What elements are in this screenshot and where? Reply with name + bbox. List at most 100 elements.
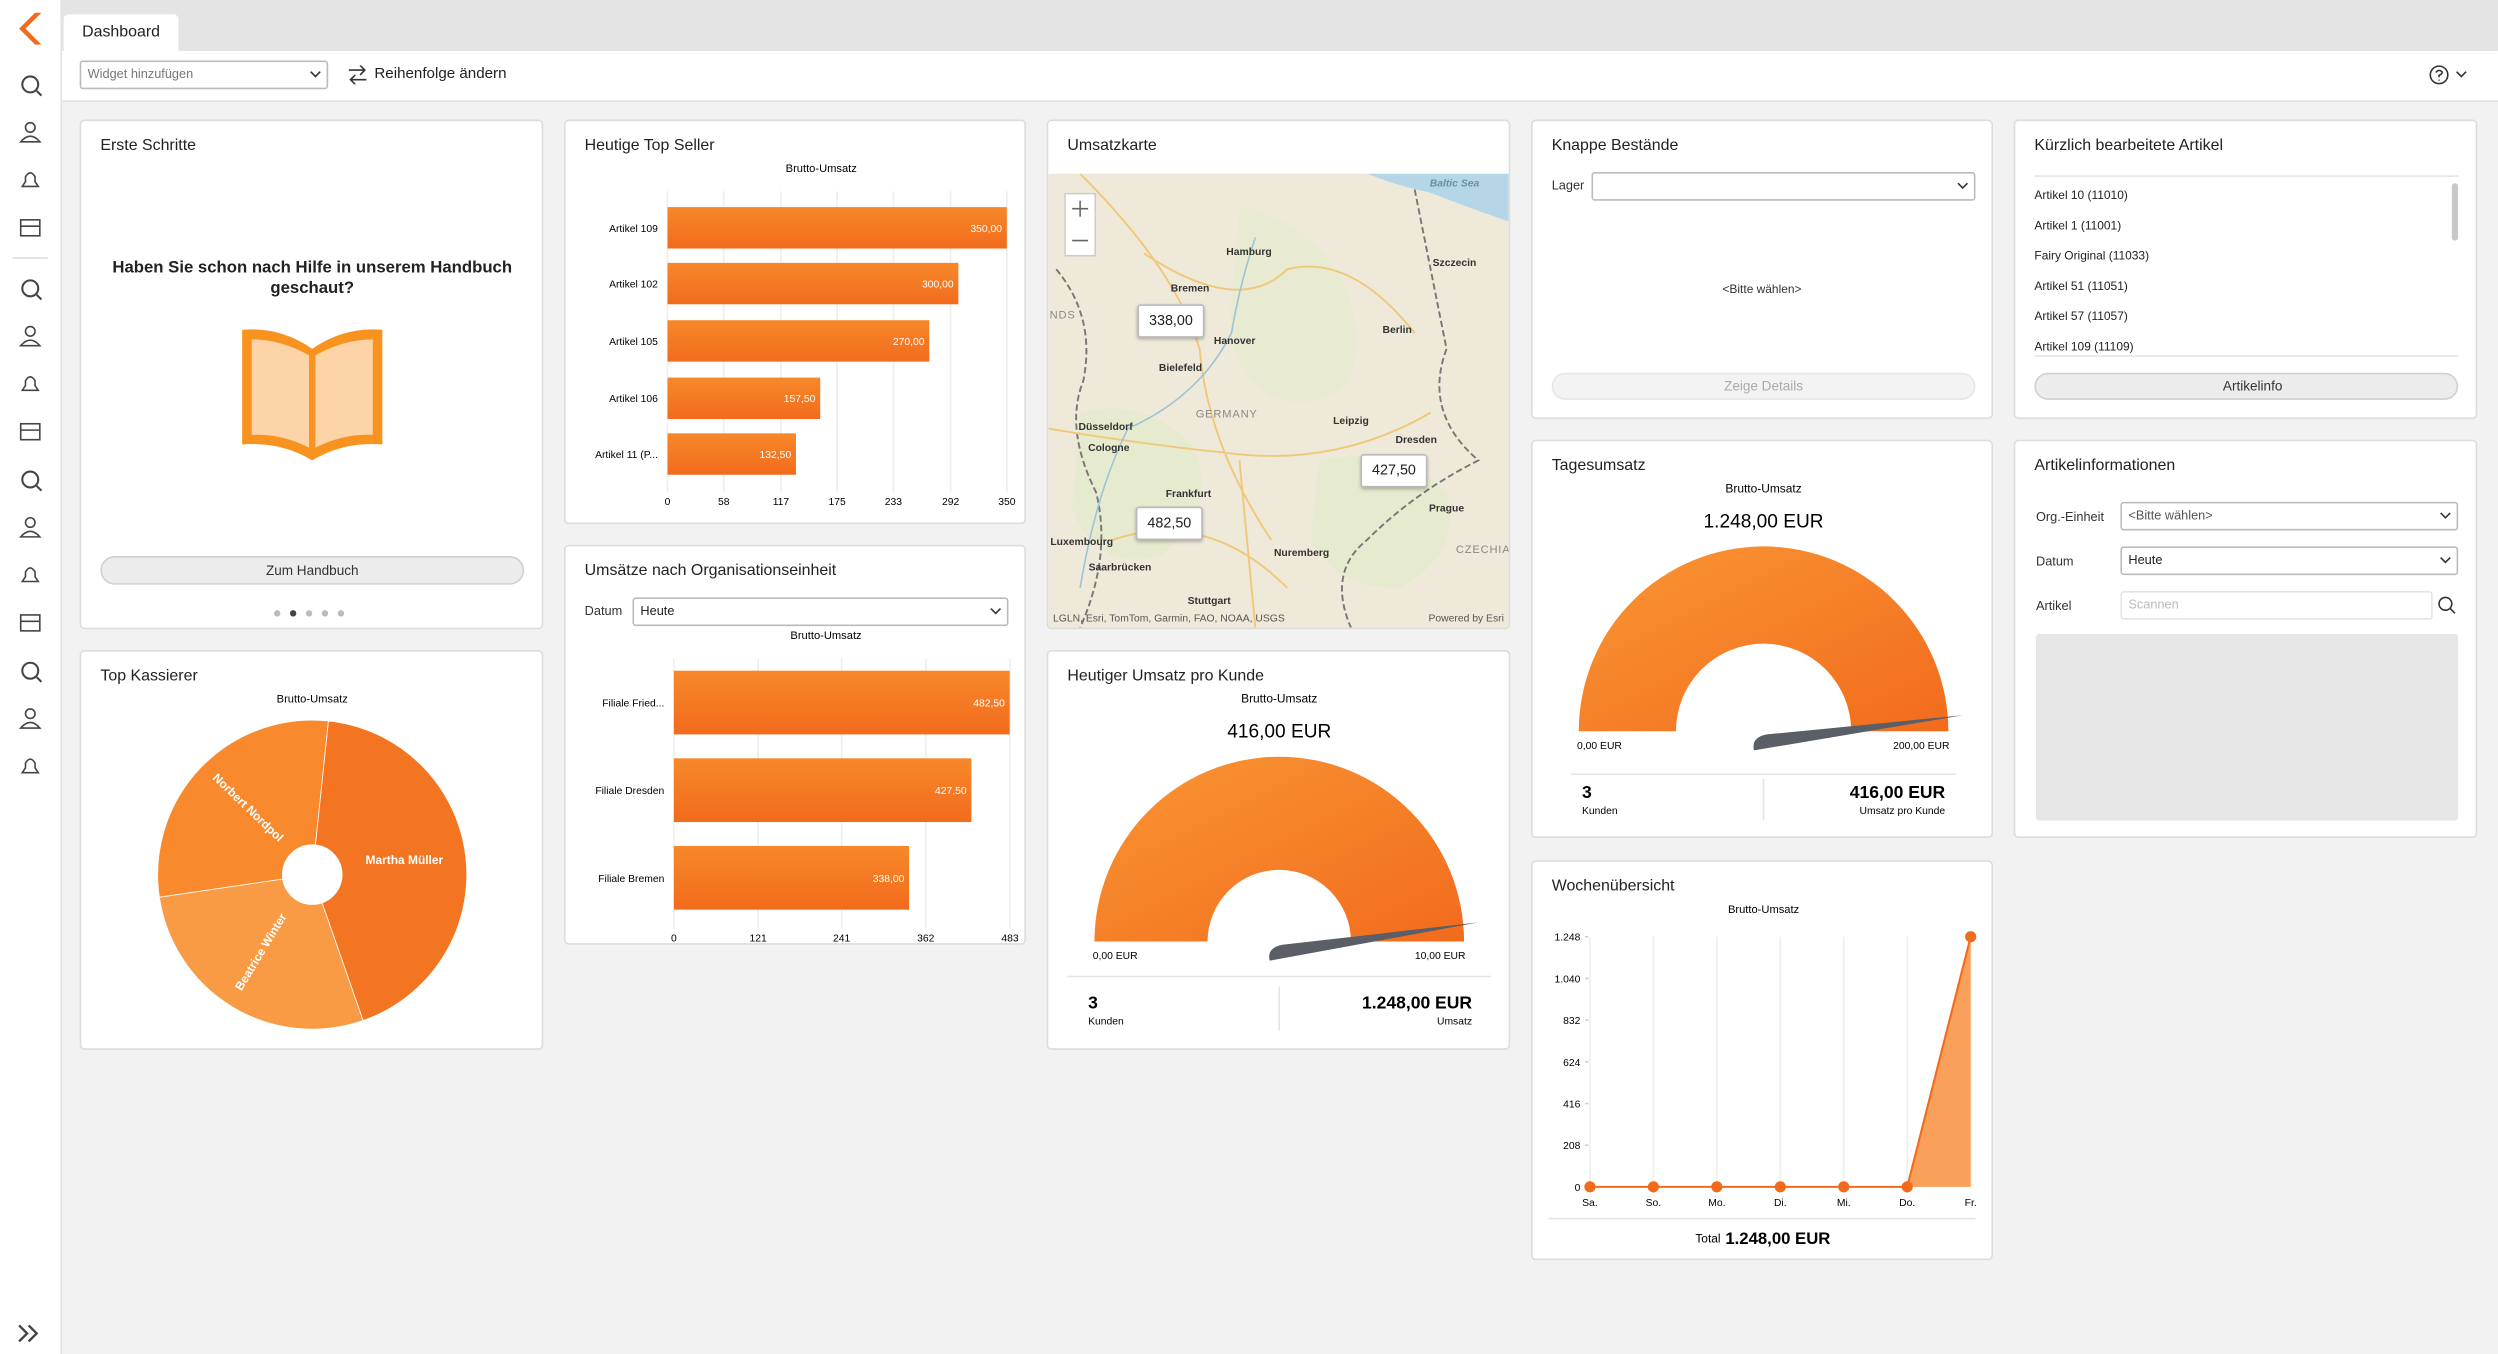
map-base [1048, 173, 1509, 628]
article-input[interactable]: Scannen [2120, 591, 2433, 620]
value-label: 300,00 [922, 280, 954, 291]
value-label: 270,00 [893, 337, 925, 348]
nav-icon[interactable] [20, 172, 40, 188]
gauge-arc [1094, 756, 1465, 942]
icon-shape [20, 172, 40, 188]
marker-label: 338,00 [1149, 312, 1193, 329]
customers: 3 [1582, 782, 1592, 802]
place-label: Hamburg [1226, 246, 1272, 259]
help-menu[interactable] [2428, 64, 2473, 86]
value-label: 427,50 [935, 786, 967, 797]
area [1589, 936, 1971, 1187]
y-tick-label: 832 [1563, 1016, 1581, 1027]
article-item[interactable]: Artikel 51 (11051) [2034, 278, 2128, 294]
widget-title: Knappe Bestände [1551, 137, 1679, 155]
category-label: Filiale Fried... [602, 699, 664, 710]
pager-dots[interactable] [269, 607, 349, 620]
x-tick-label: So. [1646, 1198, 1662, 1209]
category-label: Artikel 109 [609, 224, 658, 235]
chevron [990, 608, 1002, 615]
place-label: Prague [1428, 503, 1465, 515]
article-item[interactable]: Artikel 10 (11010) [2034, 187, 2128, 203]
map-marker[interactable]: 482,50 [1135, 506, 1203, 541]
article-item[interactable]: Fairy Original (11033) [2034, 248, 2150, 263]
widget-top-cashier: Top Kassierer Brutto-Umsatz Martha Müller… [79, 649, 544, 1050]
map[interactable]: Brutto-Umsatz (EUR)Baltic SeaHamburgSzcz… [1048, 173, 1509, 628]
map-marker[interactable]: 338,00 [1137, 304, 1205, 338]
org-select[interactable]: <Bitte wählen> [2120, 501, 2459, 531]
date-select[interactable]: Heute [2120, 546, 2459, 576]
pie-slice [157, 719, 329, 898]
subtitle: Brutto-Umsatz [277, 694, 349, 706]
nav-icon[interactable] [21, 279, 43, 301]
icon-shape [35, 485, 43, 492]
icon-shape [24, 516, 36, 529]
subtitle: Brutto-Umsatz [786, 163, 858, 175]
widget-select[interactable]: Widget hinzufügen [79, 60, 329, 90]
map-marker[interactable]: 427,50 [1360, 454, 1428, 488]
nav-icon[interactable] [18, 121, 42, 143]
logo[interactable] [19, 12, 42, 45]
per-customer: 416,00 EUR [1850, 782, 1946, 802]
date-select[interactable]: Heute [632, 597, 1009, 627]
per-customer-label: Umsatz pro Kunde [1860, 806, 1946, 817]
bar [673, 845, 910, 910]
customers: 3 [1088, 992, 1098, 1012]
category-label: Artikel 105 [609, 337, 658, 348]
x-tick-label: 483 [1001, 934, 1019, 944]
y-tick-label: 0 [1575, 1183, 1581, 1194]
widget-article-info: Artikelinformationen Org.-Einheit <Bitte… [2013, 439, 2478, 838]
y-tick-label: 208 [1563, 1141, 1581, 1152]
tab-bar [62, 0, 2498, 51]
nav-icon[interactable] [18, 325, 42, 347]
article-item[interactable]: Artikel 1 (11001) [2034, 218, 2122, 233]
category-label: Artikel 102 [609, 280, 658, 291]
zoom-controls[interactable] [1064, 192, 1097, 257]
nav-icon[interactable] [21, 470, 43, 492]
details-button[interactable]: Zeige Details [1551, 372, 1976, 400]
place-label: Stuttgart [1187, 595, 1231, 607]
widget-title: Erste Schritte [100, 137, 197, 155]
bar [667, 207, 1007, 249]
article-info-button[interactable]: Artikelinfo [2034, 372, 2459, 400]
article-item[interactable]: Artikel 109 (11109) [2034, 339, 2134, 354]
gauge: Brutto-Umsatz 416,00 EUR 0,00 EUR 10,00 … [1067, 692, 1492, 1031]
nav-icon[interactable] [21, 75, 43, 97]
nav-icon[interactable] [20, 375, 40, 392]
slice-label: Martha Müller [366, 853, 444, 867]
widget-title: Heutiger Umsatz pro Kunde [1067, 667, 1264, 686]
date-value: Heute [640, 603, 675, 619]
gauge: Brutto-Umsatz 1.248,00 EUR 0,00 EUR 200,… [1570, 481, 1963, 821]
toolbar [62, 50, 2498, 102]
y-tick-label: 624 [1563, 1058, 1581, 1069]
nav-icon[interactable] [19, 614, 41, 632]
nav-icon[interactable] [19, 219, 41, 237]
bar-chart: Brutto-Umsatz 0 58 117 175 233 292 350 Artikel 1… [595, 163, 1016, 508]
nav-icon[interactable] [19, 422, 41, 441]
nav-icon[interactable] [21, 661, 43, 683]
gauge-max: 10,00 EUR [1415, 951, 1466, 962]
manual-button[interactable]: Zum Handbuch [100, 555, 525, 585]
nav-icon[interactable] [18, 516, 42, 538]
icon-shape [21, 661, 40, 680]
place-label: Bremen [1170, 283, 1210, 295]
icon-shape [21, 75, 40, 94]
icon-shape [19, 614, 41, 632]
gauge-value: 1.248,00 EUR [1704, 511, 1824, 532]
store-select[interactable] [1591, 172, 1976, 201]
nav-icon[interactable] [20, 567, 40, 583]
article-item[interactable]: Artikel 57 (11057) [2034, 309, 2128, 324]
nav-icon[interactable] [18, 708, 42, 729]
article-image [2035, 634, 2459, 821]
search-icon[interactable] [2437, 596, 2456, 615]
reorder-button[interactable]: Reihenfolge ändern [374, 65, 507, 83]
nav-icon[interactable] [20, 758, 40, 774]
scrollbar[interactable] [2451, 183, 2459, 241]
x-tick-label: 241 [833, 934, 851, 944]
icon-shape [35, 293, 43, 301]
tab[interactable]: Dashboard [63, 14, 179, 51]
bar [673, 670, 1010, 735]
gauge-min: 0,00 EUR [1093, 951, 1138, 962]
chevron [2440, 557, 2451, 564]
expand-icon[interactable] [18, 1324, 39, 1343]
